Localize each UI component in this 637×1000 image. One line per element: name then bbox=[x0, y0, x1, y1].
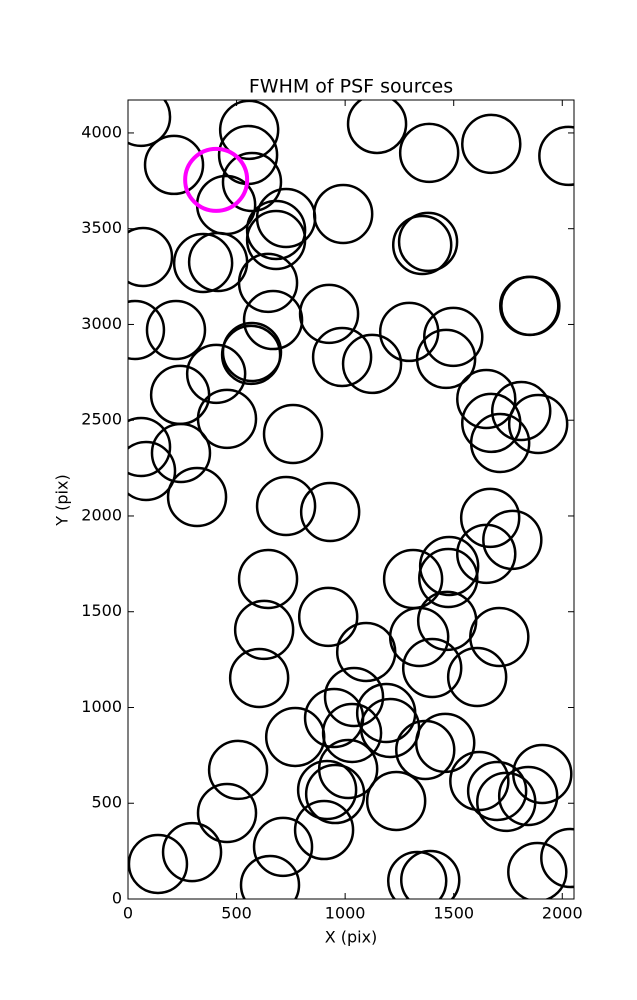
source-marker bbox=[346, 100, 408, 155]
source-marker bbox=[262, 403, 324, 465]
y-tick-label: 500 bbox=[91, 793, 122, 812]
source-marker bbox=[497, 765, 559, 827]
source-marker bbox=[264, 706, 326, 768]
y-tick-label: 1000 bbox=[81, 697, 122, 716]
source-marker bbox=[237, 548, 299, 610]
source-marker bbox=[255, 475, 317, 537]
source-marker bbox=[298, 283, 360, 345]
source-marker bbox=[128, 416, 172, 478]
y-tick-label: 3000 bbox=[81, 314, 122, 333]
source-marker bbox=[245, 209, 307, 271]
source-marker bbox=[418, 535, 480, 597]
source-marker bbox=[341, 333, 403, 395]
source-marker bbox=[459, 487, 521, 549]
source-marker bbox=[312, 183, 374, 245]
source-marker bbox=[128, 440, 177, 502]
source-marker bbox=[143, 134, 205, 196]
y-tick-label: 0 bbox=[112, 889, 122, 908]
source-marker bbox=[196, 782, 258, 844]
source-marker bbox=[297, 586, 359, 648]
source-marker bbox=[469, 606, 530, 668]
source-marker bbox=[237, 252, 299, 314]
y-tick-label: 4000 bbox=[81, 122, 122, 141]
source-marker bbox=[221, 151, 283, 213]
source-marker bbox=[335, 621, 397, 683]
source-marker bbox=[391, 214, 453, 276]
source-marker bbox=[172, 232, 234, 294]
axes-frame bbox=[127, 99, 575, 900]
source-marker bbox=[149, 364, 211, 426]
source-marker bbox=[245, 199, 307, 261]
highlighted-source bbox=[183, 146, 250, 213]
source-marker bbox=[218, 100, 280, 161]
source-marker bbox=[365, 770, 427, 832]
source-marker bbox=[150, 422, 212, 484]
source-marker bbox=[323, 666, 385, 728]
y-tick-label: 1500 bbox=[81, 601, 122, 620]
x-axis-label: X (pix) bbox=[325, 928, 378, 947]
source-marker bbox=[500, 275, 561, 337]
x-tick-label: 0 bbox=[123, 904, 133, 923]
source-marker bbox=[414, 712, 476, 774]
y-tick-label: 3500 bbox=[81, 218, 122, 237]
source-marker bbox=[386, 850, 448, 899]
source-marker bbox=[538, 125, 574, 187]
source-marker bbox=[128, 100, 172, 148]
source-marker bbox=[469, 412, 531, 474]
source-marker bbox=[196, 388, 258, 450]
source-marker bbox=[507, 841, 568, 899]
source-marker bbox=[185, 343, 247, 405]
source-marker bbox=[401, 637, 463, 699]
source-marker bbox=[395, 719, 456, 781]
source-marker bbox=[128, 833, 189, 895]
source-marker bbox=[418, 547, 479, 609]
x-tick-label: 1500 bbox=[433, 904, 474, 923]
source-marker bbox=[311, 326, 373, 388]
source-marker bbox=[423, 306, 484, 368]
source-marker bbox=[461, 113, 522, 175]
y-tick-label: 2500 bbox=[81, 410, 122, 429]
source-marker bbox=[255, 187, 317, 249]
source-marker bbox=[466, 760, 528, 822]
source-marker bbox=[304, 763, 366, 825]
source-marker bbox=[242, 289, 304, 351]
source-marker bbox=[382, 548, 444, 610]
chart-title: FWHM of PSF sources bbox=[249, 76, 453, 98]
source-marker bbox=[207, 739, 269, 801]
source-marker bbox=[128, 299, 166, 361]
x-tick-label: 1000 bbox=[325, 904, 366, 923]
source-marker bbox=[400, 849, 461, 899]
source-marker bbox=[397, 211, 459, 273]
source-marker bbox=[233, 599, 295, 661]
source-marker bbox=[507, 393, 569, 455]
source-marker bbox=[476, 771, 537, 833]
source-marker bbox=[446, 646, 508, 708]
source-marker bbox=[296, 759, 358, 821]
source-marker bbox=[540, 827, 574, 889]
source-marker bbox=[228, 647, 290, 709]
source-marker bbox=[166, 466, 228, 528]
source-marker bbox=[299, 481, 361, 543]
source-marker bbox=[161, 821, 223, 883]
plot-area bbox=[128, 100, 574, 899]
source-marker bbox=[128, 226, 174, 288]
source-marker bbox=[415, 328, 477, 390]
source-marker bbox=[252, 816, 314, 878]
x-tick-label: 2000 bbox=[542, 904, 583, 923]
source-marker bbox=[490, 380, 552, 442]
source-marker bbox=[456, 523, 517, 585]
source-marker bbox=[220, 324, 282, 386]
y-axis-label: Y (pix) bbox=[53, 474, 72, 526]
source-marker bbox=[145, 299, 207, 361]
source-marker bbox=[398, 122, 460, 184]
x-tick-label: 500 bbox=[221, 904, 252, 923]
source-marker bbox=[293, 799, 355, 861]
source-marker bbox=[239, 854, 301, 899]
y-tick-label: 2000 bbox=[81, 505, 122, 524]
source-marker bbox=[456, 368, 517, 430]
